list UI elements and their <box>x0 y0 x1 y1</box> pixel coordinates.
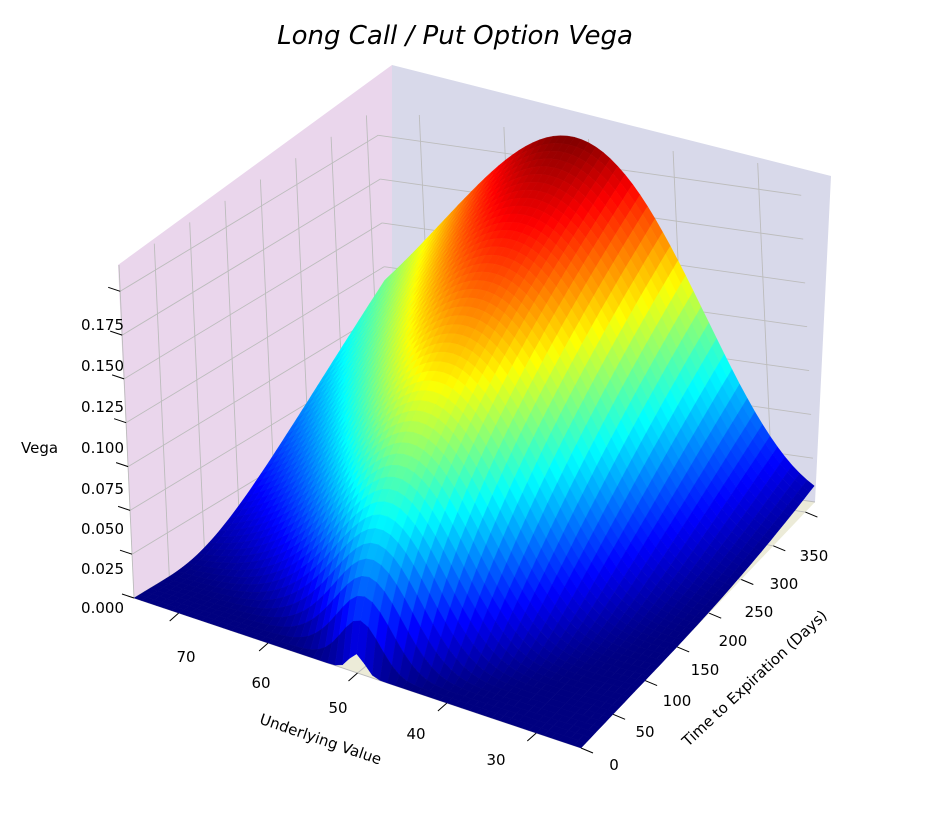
vega-surface <box>133 135 815 749</box>
z-tick-mark <box>119 549 133 555</box>
y-tick-mark <box>709 612 722 619</box>
y-tick-mark <box>773 545 786 552</box>
y-tick-label: 250 <box>745 603 774 621</box>
z-tick-label: 0.150 <box>81 357 124 375</box>
z-tick-mark <box>121 593 135 599</box>
y-tick-mark <box>805 511 818 518</box>
y-tick-label: 200 <box>719 632 748 650</box>
z-tick-mark <box>108 286 121 292</box>
y-tick-label: 300 <box>770 575 799 593</box>
y-tick-mark <box>741 579 754 585</box>
z-tick-mark <box>111 374 125 380</box>
x-tick-label: 40 <box>406 725 425 743</box>
z-gridline <box>127 310 387 467</box>
z-tick-label: 0.000 <box>81 599 124 617</box>
z-tick-mark <box>117 505 131 511</box>
x-tick-mark <box>348 672 358 682</box>
z-gridline <box>125 266 385 424</box>
y-gridline <box>153 243 170 577</box>
surface-facet <box>573 740 587 749</box>
y-tick-mark <box>644 680 658 687</box>
z-tick-label: 0.075 <box>81 480 124 498</box>
z-tick-mark <box>115 462 129 468</box>
x-tick-label: 70 <box>176 648 195 666</box>
y-tick-label: 50 <box>635 723 654 741</box>
z-axis: 0.000 0.025 0.050 0.075 0.100 0.125 0.15… <box>21 316 124 617</box>
z-gridline <box>123 222 383 380</box>
x-tick-mark <box>526 732 537 742</box>
x-tick-label: 60 <box>251 674 270 692</box>
z-gridline <box>121 178 381 336</box>
z-tick-label: 0.100 <box>81 439 124 457</box>
y-tick-mark <box>580 747 594 754</box>
z-gridline <box>119 134 379 292</box>
z-tick-label: 0.125 <box>81 398 124 416</box>
x-axis-label: Underlying Value <box>257 710 384 769</box>
y-gridline <box>118 264 135 599</box>
z-tick-label: 0.025 <box>81 560 124 578</box>
y-tick-label: 150 <box>691 661 720 679</box>
chart-title: Long Call / Put Option Vega <box>277 21 633 51</box>
x-tick-mark <box>169 612 180 622</box>
y-tick-label: 350 <box>800 547 829 565</box>
y-gridline <box>224 200 241 534</box>
x-tick-label: 30 <box>486 751 505 769</box>
y-tick-mark <box>612 713 626 720</box>
y-gridline <box>189 222 206 556</box>
z-axis-label: Vega <box>21 439 58 457</box>
y-tick-label: 0 <box>609 756 619 774</box>
x-tick-label: 50 <box>328 699 347 717</box>
z-tick-mark <box>110 330 123 336</box>
x-tick-mark <box>437 702 448 712</box>
z-tick-mark <box>113 418 127 424</box>
y-tick-label: 100 <box>663 692 692 710</box>
x-tick-mark <box>258 642 269 652</box>
y-tick-mark <box>677 646 690 653</box>
z-tick-label: 0.050 <box>81 520 124 538</box>
z-tick-label: 0.175 <box>81 316 124 334</box>
